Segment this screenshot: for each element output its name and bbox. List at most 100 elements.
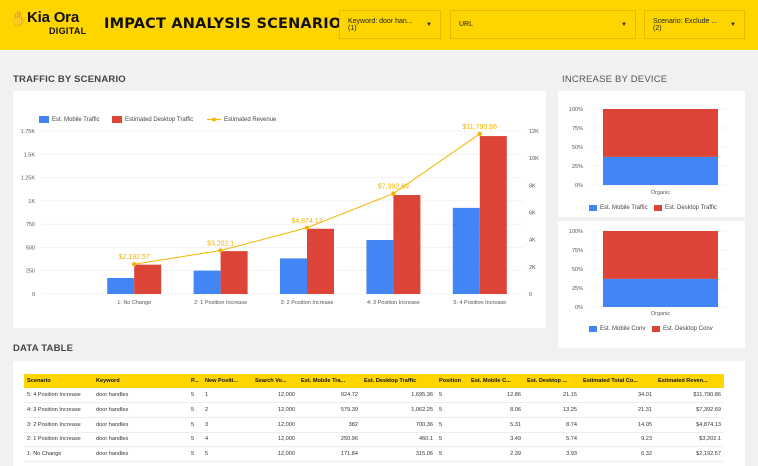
category-label: 2: 1 Position Increase [194, 300, 247, 306]
column-header[interactable]: Search Vo... [252, 374, 298, 388]
logo: ✋ Kia Ora DIGITAL [10, 8, 94, 42]
left-axis-tick: 1.25K [21, 176, 36, 182]
mobile-share-bar [603, 278, 718, 307]
legend-desktop: Estimated Desktop Traffic [112, 116, 193, 123]
table-cell: 5 [436, 417, 468, 433]
revenue-point [304, 225, 310, 230]
column-header[interactable]: Est. Mobile C... [468, 374, 524, 388]
scenario-filter[interactable]: Scenario: Exclude ... (2) ▼ [644, 10, 745, 39]
table-cell: 5 [436, 432, 468, 448]
left-axis-tick: 250 [26, 269, 35, 275]
chevron-down-icon: ▼ [730, 21, 736, 28]
table-cell: 8.74 [524, 417, 580, 433]
left-axis-tick: 1.75K [21, 129, 36, 135]
y-axis-tick: 0% [575, 183, 583, 189]
table-cell: 315.06 [361, 446, 436, 462]
table-cell: 3.93 [524, 446, 580, 462]
left-axis-tick: 1.5K [24, 152, 36, 158]
y-axis-tick: 25% [572, 164, 583, 170]
table-row: 4: 3 Position Increase door handles 5 2 12,0… [24, 402, 724, 418]
device-conv-panel: 0% 25% 50% 75% 100% Organic Est. Mobile Conv … [558, 221, 745, 348]
column-header[interactable]: P... [188, 374, 202, 388]
hand-icon: ✋ [10, 10, 28, 26]
desktop-traffic-bar [307, 228, 334, 294]
keyword-filter[interactable]: Keyword: door han... (1) ▼ [339, 10, 441, 39]
legend-desktop-traffic: Est. Desktop Traffic [654, 205, 717, 211]
table-cell: 1,062.25 [361, 402, 436, 418]
table-row: 2: 1 Position Increase door handles 5 4 12,0… [24, 432, 724, 448]
column-header[interactable]: Est. Desktop Traffic [361, 374, 436, 388]
right-axis-tick: 4K [529, 238, 536, 244]
column-header[interactable]: Keyword [93, 374, 188, 388]
url-filter-label: URL [459, 21, 474, 28]
column-header[interactable]: New Positi... [202, 374, 252, 388]
y-axis-tick: 75% [572, 126, 583, 132]
table-cell: 34.01 [580, 388, 655, 404]
table-row: 1: No Change door handles 5 5 12,000 171.84 31… [24, 446, 724, 462]
table-cell: 14.05 [580, 417, 655, 433]
table-cell: 5 [436, 402, 468, 418]
left-axis-tick: 0 [32, 292, 35, 298]
table-cell: 5 [188, 388, 202, 404]
table-cell: door handles [93, 417, 188, 433]
table-cell: 4: 3 Position Increase [24, 402, 93, 418]
table-cell: 9.23 [580, 432, 655, 448]
y-axis-tick: 50% [572, 145, 583, 151]
y-axis-tick: 0% [575, 305, 583, 311]
table-cell: 5 [436, 446, 468, 462]
table-body: 5: 4 Position Increase door handles 5 1 12,0… [24, 388, 724, 462]
chevron-down-icon: ▼ [426, 21, 432, 28]
desktop-traffic-bar [134, 264, 162, 294]
revenue-data-label: $2,192.57 [119, 254, 150, 261]
column-header[interactable]: Est. Desktop ... [524, 374, 580, 388]
revenue-data-label: $3,202.1 [207, 241, 234, 248]
table-cell: door handles [93, 432, 188, 448]
table-cell: 21.15 [524, 388, 580, 404]
revenue-data-label: $7,392.69 [378, 184, 409, 191]
right-axis-tick: 0 [529, 292, 532, 298]
revenue-point [477, 131, 482, 137]
left-axis-tick: 750 [26, 222, 35, 228]
table-section-title: DATA TABLE [13, 343, 74, 354]
y-axis-tick: 100% [569, 229, 583, 235]
table-cell: 250.96 [298, 432, 361, 448]
desktop-traffic-bar [393, 195, 421, 294]
column-header[interactable]: Scenario [24, 374, 93, 388]
chevron-down-icon: ▼ [621, 21, 627, 28]
table-cell: 2.39 [468, 446, 524, 462]
left-axis-tick: 1K [28, 199, 35, 205]
revenue-data-label: $4,874.13 [291, 218, 322, 225]
left-axis-tick: 500 [26, 245, 35, 251]
column-header[interactable]: Position [436, 374, 468, 388]
table-cell: 12,000 [252, 388, 298, 404]
revenue-point [218, 248, 223, 253]
table-header-row: Scenario Keyword P... New Positi... Search V… [24, 374, 724, 388]
table-cell: 460.1 [361, 432, 436, 448]
device-traffic-chart: 0% 25% 50% 75% 100% Organic [569, 107, 728, 196]
page-title: IMPACT ANALYSIS SCENARIOS [104, 16, 352, 32]
table-cell: 924.72 [298, 388, 361, 404]
right-axis-tick: 6K [529, 211, 536, 217]
table-cell: 5 [188, 417, 202, 433]
table-cell: 5.74 [524, 432, 580, 448]
column-header[interactable]: Estimated Reven... [655, 374, 724, 388]
table-cell: 579.39 [298, 402, 361, 418]
column-header[interactable]: Est. Mobile Tra... [298, 374, 361, 388]
table-cell: 5 [436, 388, 468, 404]
traffic-section-title: TRAFFIC BY SCENARIO [13, 74, 126, 85]
mobile-traffic-bar [366, 240, 394, 294]
table-cell: 3.49 [468, 432, 524, 448]
logo-name: Kia Ora [27, 9, 79, 26]
table-cell: 1 [202, 388, 252, 404]
right-axis-tick: 8K [529, 183, 536, 189]
table-row: 3: 2 Position Increase door handles 5 3 12,0… [24, 417, 724, 433]
table-cell: 5.31 [468, 417, 524, 433]
legend-revenue: Estimated Revenue [207, 116, 276, 123]
table-cell: 700.36 [361, 417, 436, 433]
url-filter[interactable]: URL ▼ [450, 10, 636, 39]
column-header[interactable]: Estimated Total Co... [580, 374, 655, 388]
table-cell: 4 [202, 432, 252, 448]
table-cell: 2 [202, 402, 252, 418]
table-cell: $7,392.69 [655, 402, 724, 418]
y-axis-tick: 50% [572, 267, 583, 273]
